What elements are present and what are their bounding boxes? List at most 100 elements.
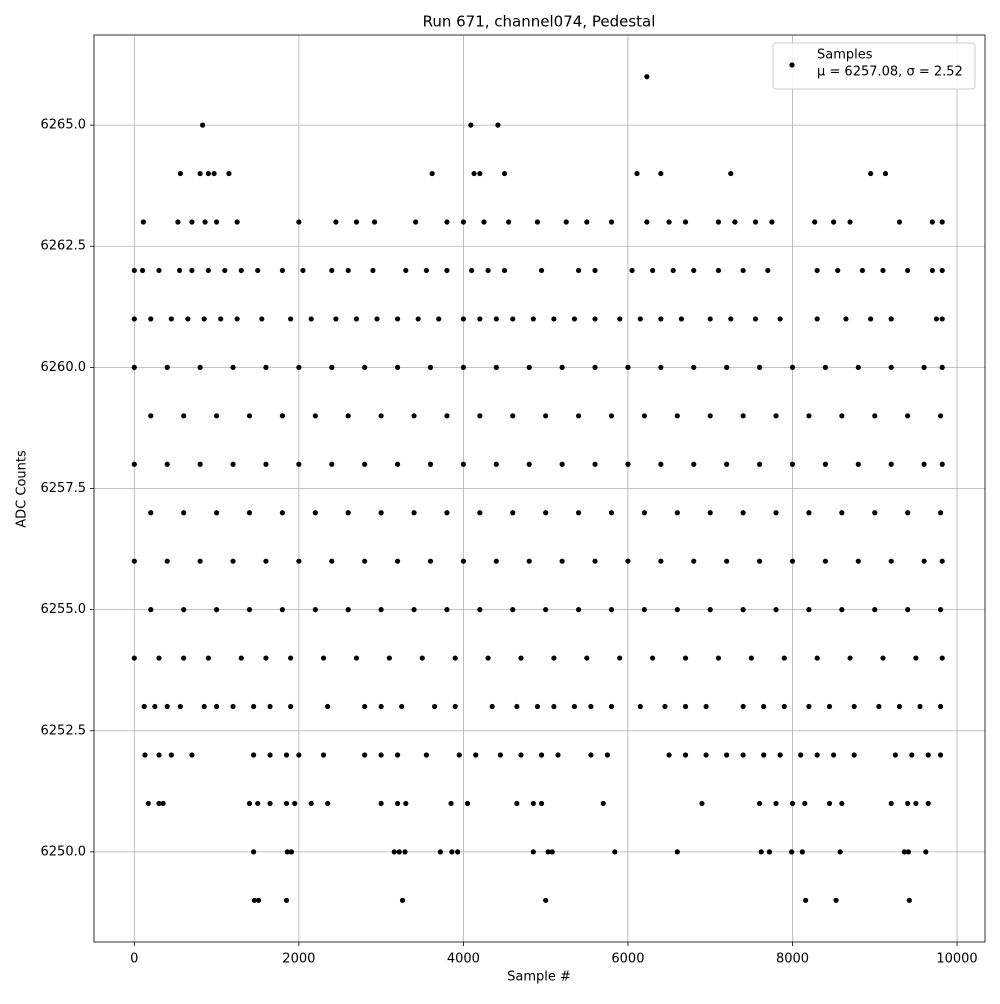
scatter-point <box>571 703 578 710</box>
scatter-point <box>378 413 384 419</box>
scatter-point <box>510 413 516 419</box>
scatter-point <box>925 800 931 807</box>
scatter-point <box>740 267 746 274</box>
scatter-point <box>329 364 335 370</box>
scatter-point <box>394 316 401 322</box>
scatter-point <box>806 703 812 710</box>
scatter-point <box>296 752 302 758</box>
scatter-point <box>139 267 146 274</box>
scatter-point <box>906 897 912 903</box>
scatter-point <box>423 752 429 758</box>
scatter-point <box>682 752 689 758</box>
scatter-point <box>913 800 919 807</box>
scatter-point <box>732 219 738 225</box>
scatter-point <box>592 316 598 322</box>
scatter-point <box>251 897 258 903</box>
scatter-point <box>394 461 401 467</box>
scatter-point <box>131 364 137 370</box>
scatter-point <box>674 607 680 613</box>
scatter-point <box>329 558 335 564</box>
scatter-point <box>213 510 220 516</box>
scatter-point <box>148 316 154 322</box>
scatter-point <box>939 219 945 225</box>
scatter-point <box>888 461 894 467</box>
scatter-point <box>670 267 676 274</box>
scatter-point <box>608 510 615 516</box>
scatter-point <box>497 752 504 758</box>
scatter-point <box>230 703 236 710</box>
scatter-point <box>353 655 360 661</box>
x-tick-label: 10000 <box>936 952 977 967</box>
scatter-point <box>444 219 450 225</box>
scatter-point <box>543 607 549 613</box>
scatter-point <box>279 510 286 516</box>
scatter-point <box>761 752 767 758</box>
scatter-point <box>131 267 137 274</box>
plot-frame <box>93 34 986 943</box>
scatter-point <box>851 703 857 710</box>
x-tick-label: 6000 <box>611 952 644 967</box>
scatter-point <box>551 703 557 710</box>
scatter-point <box>263 461 269 467</box>
scatter-point <box>199 122 206 128</box>
scatter-point <box>905 800 911 807</box>
scatter-point <box>429 170 435 177</box>
scatter-point <box>641 510 647 516</box>
scatter-point <box>164 461 170 467</box>
scatter-point <box>296 461 302 467</box>
scatter-point <box>399 703 405 710</box>
scatter-point <box>288 703 294 710</box>
scatter-point <box>551 316 557 322</box>
scatter-point <box>437 849 443 855</box>
scatter-point <box>411 510 417 516</box>
scatter-point <box>740 510 746 516</box>
scatter-point <box>202 219 208 225</box>
scatter-point <box>868 170 874 177</box>
scatter-point <box>740 607 746 613</box>
scatter-point <box>345 413 351 419</box>
scatter-point <box>644 219 650 225</box>
scatter-point <box>394 752 401 758</box>
scatter-point <box>937 752 944 758</box>
scatter-point <box>939 364 945 370</box>
scatter-point <box>485 655 491 661</box>
scatter-point <box>641 607 647 613</box>
scatter-point <box>707 413 713 419</box>
scatter-point <box>637 316 643 322</box>
scatter-point <box>773 510 779 516</box>
scatter-point <box>634 170 640 177</box>
scatter-point <box>691 364 697 370</box>
scatter-point <box>637 703 643 710</box>
scatter-point <box>923 849 929 855</box>
scatter-point <box>592 461 598 467</box>
scatter-point <box>148 413 154 419</box>
scatter-point <box>477 170 483 177</box>
scatter-point <box>255 897 262 903</box>
scatter-point <box>545 849 551 855</box>
scatter-point <box>538 752 545 758</box>
scatter-point <box>822 558 828 564</box>
y-tick-label: 6257.5 <box>41 481 87 496</box>
scatter-point <box>831 219 837 225</box>
scatter-point <box>822 461 828 467</box>
scatter-point <box>806 607 812 613</box>
scatter-point <box>617 316 623 322</box>
scatter-point <box>168 752 174 758</box>
scatter-point <box>288 849 295 855</box>
scatter-point <box>234 316 240 322</box>
scatter-point <box>608 607 615 613</box>
scatter-series <box>131 74 945 903</box>
scatter-point <box>514 800 520 807</box>
scatter-point <box>320 655 327 661</box>
scatter-point <box>312 607 318 613</box>
scatter-point <box>575 607 582 613</box>
scatter-point <box>563 219 569 225</box>
scatter-point <box>939 461 945 467</box>
scatter-point <box>402 849 408 855</box>
scatter-point <box>592 267 598 274</box>
scatter-point <box>937 510 944 516</box>
scatter-point <box>691 461 697 467</box>
scatter-point <box>625 558 631 564</box>
scatter-point <box>888 800 894 807</box>
scatter-point <box>177 703 183 710</box>
